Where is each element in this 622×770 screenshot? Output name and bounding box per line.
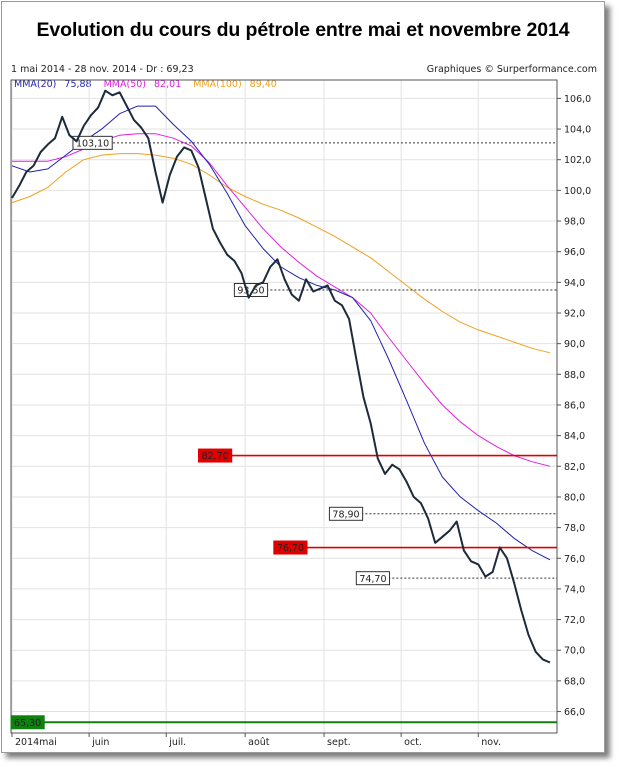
- grid: [11, 80, 557, 733]
- level-label-box: [198, 448, 233, 463]
- moving-averages: [11, 105, 551, 561]
- y-tick-label: 98,0: [564, 217, 585, 228]
- legend-item-value: 82,01: [154, 79, 181, 90]
- legend-item-label: MMA(50): [104, 79, 146, 90]
- credit-label: Graphiques © Surperformance.com: [427, 64, 597, 75]
- mma20-line: [11, 105, 551, 561]
- level-label-box: [355, 571, 391, 586]
- y-tick-label: 100,0: [564, 186, 591, 197]
- legend: MMA(20) 75,88 MMA(50) 82,01 MMA(100) 89,40: [14, 79, 277, 90]
- level-label: 65,30: [14, 718, 41, 729]
- mma50-line: [12, 133, 551, 467]
- level-label: 74,70: [359, 574, 386, 585]
- x-tick-label: 2014mai: [15, 737, 57, 748]
- y-tick-label: 72,0: [564, 615, 585, 626]
- x-tick-label: juin: [91, 737, 109, 748]
- x-tick-label: oct.: [404, 737, 422, 748]
- y-tick-label: 86,0: [564, 400, 585, 411]
- level-label-box: [273, 540, 308, 555]
- legend-item-value: 75,88: [64, 79, 91, 90]
- x-axis: 2014mai juin juil. août sept. oct. nov.: [11, 733, 501, 748]
- y-tick-label: 94,0: [564, 278, 585, 289]
- legend-item-label: MMA(100): [193, 79, 241, 90]
- y-tick-label: 78,0: [564, 523, 585, 534]
- period-label: 1 mai 2014 - 28 nov. 2014 - Dr : 69,23: [11, 64, 194, 75]
- price-levels: 103,10 93,50 82,70 78,90 76,70 74,70 65,30: [10, 135, 557, 730]
- level-label: 82,70: [202, 451, 229, 462]
- chart-title: Evolution du cours du pétrole entre mai …: [36, 19, 570, 41]
- y-tick-label: 104,0: [564, 125, 591, 136]
- y-tick-label: 92,0: [564, 308, 585, 319]
- y-tick-label: 70,0: [564, 646, 585, 657]
- plot-area-border: [10, 79, 558, 734]
- y-axis: 66,0 68,0 70,0 72,0 74,0 76,0 78,0 80,0 82,0 84,0…: [557, 94, 591, 718]
- level-label-box: [10, 715, 45, 730]
- y-tick-label: 74,0: [564, 584, 585, 595]
- x-tick-label: août: [248, 737, 270, 748]
- y-tick-label: 68,0: [564, 676, 585, 687]
- y-tick-label: 84,0: [564, 431, 585, 442]
- price-series: [11, 89, 551, 664]
- y-tick-label: 66,0: [564, 707, 585, 718]
- chart-frame: Evolution du cours du pétrole entre mai …: [1, 1, 605, 753]
- legend-item-value: 89,40: [250, 79, 277, 90]
- price-line: [11, 89, 551, 664]
- level-label: 76,70: [277, 543, 304, 554]
- level-label: 78,90: [332, 509, 359, 520]
- level-label-box: [328, 506, 364, 521]
- x-tick-label: nov.: [481, 737, 501, 748]
- chart-canvas: 1 mai 2014 - 28 nov. 2014 - Dr : 69,23 G…: [10, 64, 597, 748]
- y-tick-label: 80,0: [564, 492, 585, 503]
- y-tick-label: 106,0: [564, 94, 591, 105]
- y-tick-label: 90,0: [564, 339, 585, 350]
- level-label: 93,50: [237, 286, 264, 297]
- x-tick-label: sept.: [327, 737, 351, 748]
- y-tick-label: 82,0: [564, 462, 585, 473]
- y-tick-label: 88,0: [564, 370, 585, 381]
- y-tick-label: 96,0: [564, 247, 585, 258]
- y-tick-label: 102,0: [564, 155, 591, 166]
- mma100-line: [11, 153, 551, 354]
- legend-item-label: MMA(20): [14, 79, 56, 90]
- level-label: 103,10: [76, 138, 109, 149]
- y-tick-label: 76,0: [564, 554, 585, 565]
- level-label-box: [233, 283, 269, 298]
- level-label-box: [72, 135, 113, 150]
- x-tick-label: juil.: [168, 737, 186, 748]
